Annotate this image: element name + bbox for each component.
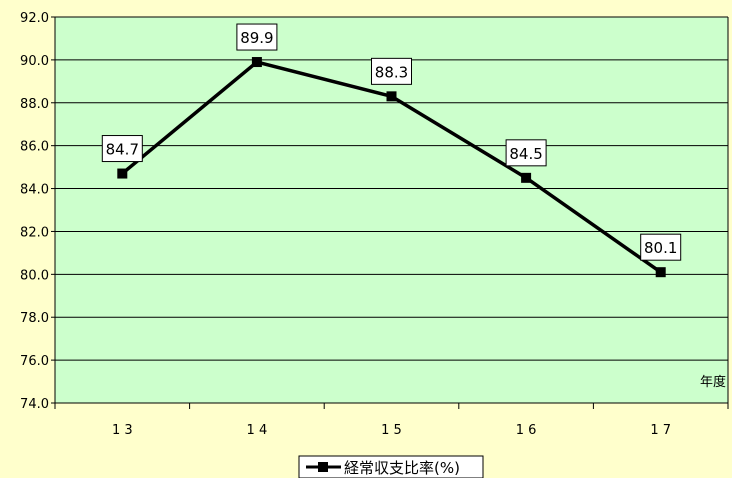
data-label-box — [505, 139, 547, 167]
y-tick-label: 84.0 — [20, 183, 49, 198]
x-tick-label: 1 3 — [112, 423, 133, 438]
data-point — [251, 57, 262, 68]
y-tick-label: 76.0 — [20, 354, 49, 369]
data-label-box — [101, 135, 143, 163]
legend: 経常収支比率(%) — [298, 455, 484, 478]
x-tick-label: 1 7 — [650, 423, 671, 438]
y-tick-label: 82.0 — [20, 225, 49, 240]
legend-box — [298, 455, 484, 478]
data-label: 89.9 — [240, 29, 273, 47]
data-point — [386, 91, 397, 102]
data-label-box — [371, 57, 412, 85]
x-tick-label: 1 5 — [381, 423, 402, 438]
y-tick-label: 90.0 — [20, 54, 49, 69]
legend-square-marker — [318, 462, 328, 472]
y-tick-label: 88.0 — [20, 97, 49, 112]
data-label-box — [640, 233, 682, 261]
data-label: 84.7 — [106, 141, 139, 159]
data-label: 88.3 — [375, 63, 408, 81]
y-tick-label: 78.0 — [20, 311, 49, 326]
data-point — [655, 267, 666, 278]
y-tick-label: 74.0 — [20, 397, 49, 412]
x-tick-label: 1 4 — [247, 423, 268, 438]
x-axis-label: 年度 — [700, 374, 726, 390]
y-tick-label: 92.0 — [20, 11, 49, 26]
data-label: 80.1 — [644, 239, 677, 257]
y-tick-label: 80.0 — [20, 268, 49, 283]
data-label-box — [236, 23, 278, 51]
data-point — [117, 168, 128, 179]
x-tick-label: 1 6 — [516, 423, 537, 438]
data-label: 84.5 — [509, 145, 542, 163]
legend-label: 経常収支比率(%) — [344, 459, 460, 477]
y-tick-label: 86.0 — [20, 140, 49, 155]
data-point — [521, 172, 532, 183]
